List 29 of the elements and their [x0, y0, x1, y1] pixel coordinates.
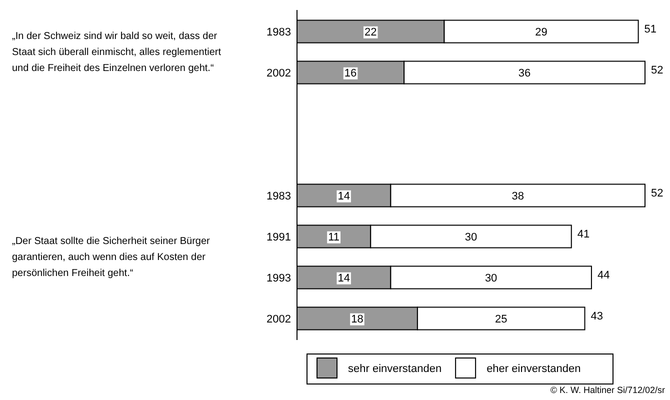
- y-tick-label: 1983: [266, 190, 291, 202]
- data-label: 38: [512, 190, 524, 202]
- data-label: 11: [328, 231, 340, 244]
- y-tick-label: 2002: [266, 67, 291, 80]
- data-label: 30: [464, 231, 478, 244]
- data-label: 16: [344, 67, 357, 80]
- y-tick-label: 1993: [266, 272, 291, 284]
- data-label: 36: [518, 67, 531, 80]
- y-tick-label: 1991: [266, 231, 291, 244]
- text: „In der Schweiz sind wir bald so weit, dass der Staat sich überall einmischt, alles reglementiert und die Freiheit des Einzelnen verloren geht.“: [12, 31, 222, 74]
- data-label: 30: [484, 272, 498, 284]
- total-label: 43: [590, 310, 604, 322]
- legend-label: sehr einverstanden: [348, 362, 442, 375]
- data-label: 14: [338, 190, 350, 202]
- text: © K. W. Haltiner Si/712/02/sr: [550, 385, 665, 395]
- data-label: 18: [351, 313, 364, 326]
- total-label: 52: [651, 187, 664, 200]
- y-tick-label: 1983: [266, 26, 291, 38]
- total-label: 51: [644, 23, 657, 36]
- data-label: 22: [364, 26, 377, 38]
- total-label: 41: [577, 228, 590, 240]
- data-label: 25: [494, 313, 508, 326]
- total-label: 52: [651, 64, 664, 76]
- data-label: 29: [535, 26, 548, 38]
- legend-label: eher einverstanden: [486, 362, 581, 375]
- text: „Der Staat sollte die Sicherheit seiner Bürger garantieren, auch wenn dies auf Kosten der persönlichen Freiheit geht.“: [12, 236, 211, 279]
- data-label: 14: [338, 272, 350, 284]
- y-tick-label: 2002: [266, 313, 291, 326]
- total-label: 44: [597, 269, 610, 282]
